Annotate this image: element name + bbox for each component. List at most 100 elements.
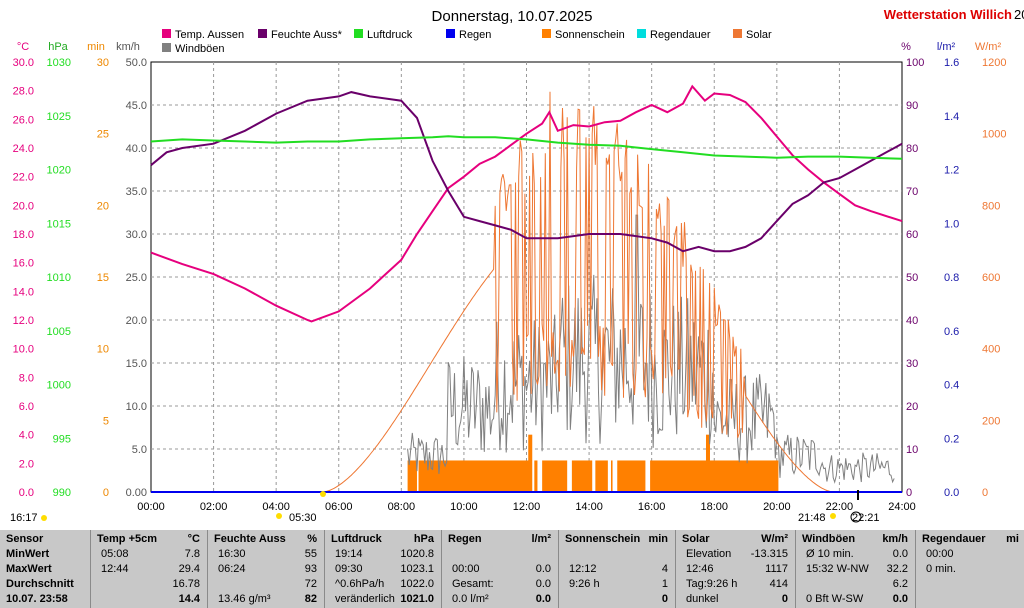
table-cell-value: 0	[781, 593, 788, 605]
table-row	[916, 577, 1024, 592]
legend-label: Temp. Aussen	[175, 29, 244, 41]
x-tick-label: 12:00	[513, 501, 541, 513]
table-header: Sonnenschein min	[559, 532, 674, 547]
y-tick-rain: 0.8	[944, 272, 959, 284]
sunset-label: 21:48	[798, 512, 826, 524]
series-line-feuchte-auss-	[150, 91, 903, 253]
table-cell-label: Gesamt:	[452, 578, 494, 590]
sunshine-bar	[528, 434, 533, 492]
solar-line	[323, 91, 832, 493]
table-cell-label: 12:44	[101, 563, 129, 575]
table-header: Solar W/m²	[676, 532, 794, 547]
y-tick-temp: 10.0	[13, 344, 34, 356]
y-tick-pressure: 995	[53, 433, 71, 445]
y-tick-wind: 35.0	[126, 186, 147, 198]
table-row: Elevation -13.315	[676, 547, 794, 562]
y-tick-minutes: 25	[97, 129, 109, 141]
table-cell-value: 16.78	[172, 578, 200, 590]
y-tick-temp: 24.0	[13, 143, 34, 155]
y-tick-minutes: 15	[97, 272, 109, 284]
legend-label: Luftdruck	[367, 29, 413, 41]
y-tick-minutes: 10	[97, 344, 109, 356]
table-header-title: Luftdruck	[331, 533, 382, 545]
axis-unit-label: %	[901, 41, 911, 53]
sunshine-bar	[418, 460, 530, 492]
left-time-label: 16:17	[10, 512, 38, 524]
table-row-label: 10.07. 23:58	[6, 593, 68, 605]
sunset-icon	[830, 513, 836, 519]
table-cell-value: 29.4	[178, 563, 200, 575]
table-header-unit: mi	[1006, 533, 1019, 545]
y-tick-rain: 1.6	[944, 57, 959, 69]
y-tick-pressure: 1010	[47, 272, 71, 284]
table-cell-value: 72	[304, 578, 317, 590]
table-col-sonne: Sonnenschein min 12:12 4 9:26 h 1 0	[558, 530, 674, 608]
table-row: 6.2	[796, 577, 914, 592]
windgust-line	[407, 214, 895, 484]
axis-unit-label: W/m²	[975, 41, 1002, 53]
y-tick-solar: 600	[982, 272, 1000, 284]
table-header-title: Temp +5cm	[97, 533, 158, 545]
legend-label: Solar	[746, 29, 772, 41]
table-cell-value: 0.0	[535, 578, 551, 590]
table-cell-value: 1117	[765, 563, 788, 575]
table-col-sensor: Sensor MinWert MaxWert Durchschnitt 10.07. 2…	[0, 530, 88, 608]
y-tick-temp: 0.0	[19, 487, 34, 499]
table-row: 16:30 55	[208, 547, 323, 562]
y-tick-wind: 50.0	[126, 57, 147, 69]
table-cell-value: 1	[661, 578, 668, 590]
y-tick-solar: 1000	[982, 129, 1006, 141]
y-tick-humidity: 10	[906, 444, 918, 456]
legend-swatch	[542, 29, 551, 38]
table-cell-label: dunkel	[686, 593, 719, 605]
sunshine-bar	[534, 460, 538, 492]
y-tick-wind: 25.0	[126, 272, 147, 284]
sunshine-bar	[617, 460, 646, 492]
y-tick-rain: 0.2	[944, 433, 959, 445]
y-tick-pressure: 1000	[47, 380, 71, 392]
table-cell-value: 414	[769, 578, 788, 590]
corner-label: 20	[1014, 7, 1024, 22]
y-tick-wind: 30.0	[126, 229, 147, 241]
table-header-unit: km/h	[882, 533, 908, 545]
y-tick-minutes: 30	[97, 57, 109, 69]
y-tick-humidity: 80	[906, 143, 918, 155]
table-row: Ø 10 min. 0.0	[796, 547, 914, 562]
table-header-unit: hPa	[413, 533, 434, 545]
table-cell-value: 1021.0	[400, 593, 434, 605]
table-header: Feuchte Auss%	[208, 532, 323, 547]
table-row: 06:24 93	[208, 562, 323, 577]
table-row-label: MinWert	[6, 548, 50, 560]
chart-title: Donnerstag, 10.07.2025	[432, 8, 593, 25]
sunshine-bar	[407, 460, 417, 492]
x-tick-label: 16:00	[638, 501, 666, 513]
table-cell-value: 82	[304, 593, 317, 605]
sun-marker-icon	[320, 491, 326, 497]
y-tick-humidity: 90	[906, 100, 918, 112]
table-cell-label: ^0.6hPa/h	[335, 578, 385, 590]
x-tick-label: 22:00	[826, 501, 854, 513]
sunrise-icon	[276, 513, 282, 519]
legend-label: Sonnenschein	[555, 29, 625, 41]
table-col-solar: Solar W/m² Elevation -13.315 12:46 1117 Tag:9:…	[675, 530, 794, 608]
table-header-unit: °C	[187, 533, 200, 545]
y-tick-pressure: 1020	[47, 165, 71, 177]
y-tick-pressure: 1005	[47, 326, 71, 338]
x-tick-label: 04:00	[262, 501, 290, 513]
table-cell-label: 15:32 W-NW	[806, 563, 869, 575]
axes: 00:00 02:00 04:00 06:00 08:00 10:00 12:00 14:00…	[13, 41, 1007, 513]
y-tick-temp: 8.0	[19, 372, 34, 384]
table-cell-value: 14.4	[178, 593, 200, 605]
table-row: 00:00 0.0	[442, 562, 557, 577]
table-row-label: Durchschnitt	[6, 578, 74, 590]
table-cell-label: 00:00	[926, 548, 954, 560]
table-row: 14.4	[91, 592, 206, 607]
table-col-regendauer: Regendauer mi 00:00 0 min.	[915, 530, 1024, 608]
legend-swatch	[733, 29, 742, 38]
table-header-title: Solar	[682, 533, 710, 545]
summary-table: Sensor MinWert MaxWert Durchschnitt 10.07. 2…	[0, 530, 1024, 608]
line-series	[150, 84, 903, 493]
sunshine-bar	[650, 460, 779, 492]
table-cell-value: 1020.8	[400, 548, 434, 560]
legend-swatch	[446, 29, 455, 38]
